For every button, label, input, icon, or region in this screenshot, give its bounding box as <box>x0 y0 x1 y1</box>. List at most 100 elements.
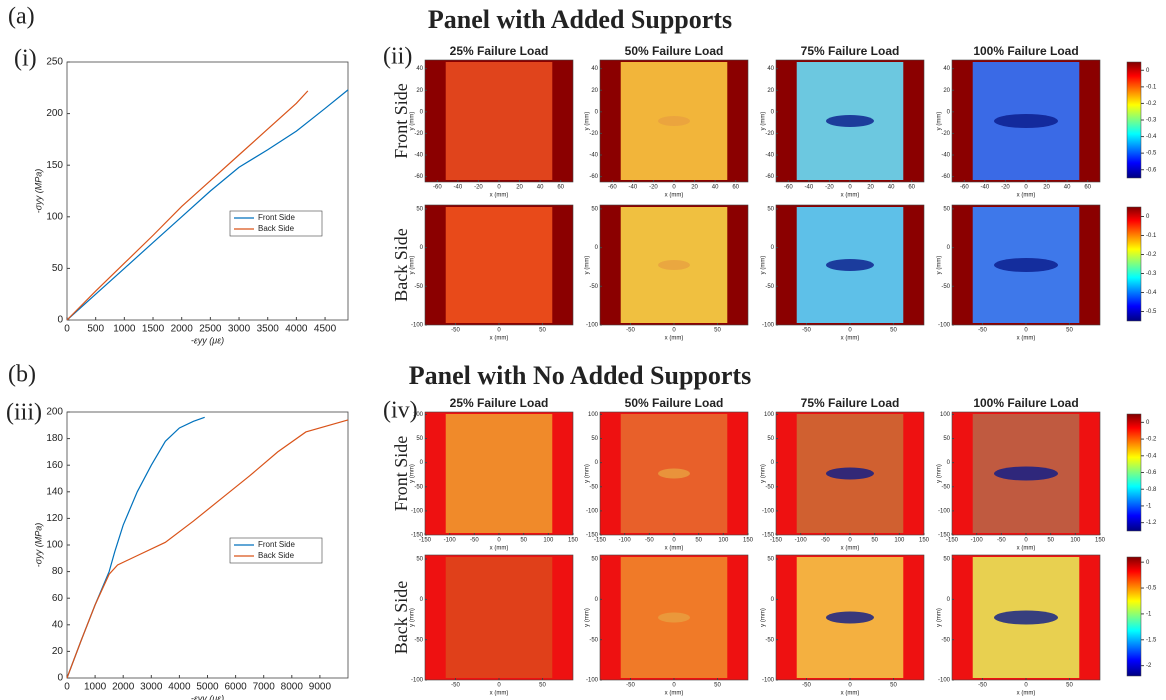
x-tick-label: 2000 <box>171 324 194 335</box>
x-tick-label: 0 <box>848 683 852 689</box>
x-tick-label: -20 <box>474 185 483 191</box>
y-tick-label: -50 <box>414 637 423 643</box>
heatmap-feature <box>826 259 874 271</box>
x-tick-label: 50 <box>890 328 897 334</box>
y-tick-label: 0 <box>595 597 599 603</box>
x-tick-label: -50 <box>645 538 654 544</box>
colorbar-tick-label: 0 <box>1146 68 1150 74</box>
x-tick-label: 0 <box>1024 538 1028 544</box>
x-tick-label: 0 <box>848 185 852 191</box>
y-tick-label: 100 <box>764 412 775 418</box>
y-tick-label: -50 <box>941 284 950 290</box>
y-tick-label: -50 <box>589 284 598 290</box>
y-tick-label: 160 <box>46 460 63 471</box>
y-axis-label: y (mm) <box>585 464 591 483</box>
y-axis-label: y (mm) <box>761 256 767 275</box>
x-tick-label: 0 <box>672 683 676 689</box>
y-axis-label: y (mm) <box>585 608 591 627</box>
x-tick-label: 0 <box>848 328 852 334</box>
section-label: (a) <box>8 4 35 30</box>
y-tick-label: -100 <box>938 678 951 684</box>
y-tick-label: 50 <box>52 263 64 274</box>
x-tick-label: 150 <box>568 538 579 544</box>
y-tick-label: -100 <box>411 508 424 514</box>
panel-title: 25% Failure Load <box>450 44 549 58</box>
x-tick-label: -40 <box>981 185 990 191</box>
y-tick-label: -100 <box>938 323 951 329</box>
x-tick-label: -20 <box>1001 185 1010 191</box>
x-tick-label: 0 <box>672 538 676 544</box>
x-tick-label: 20 <box>867 185 874 191</box>
y-tick-label: 100 <box>413 412 424 418</box>
x-tick-label: 40 <box>537 185 544 191</box>
x-tick-label: 0 <box>672 185 676 191</box>
y-tick-label: 50 <box>416 436 423 442</box>
x-tick-label: 60 <box>908 185 915 191</box>
y-axis-label: y (mm) <box>410 112 416 131</box>
y-axis-label: y (mm) <box>585 256 591 275</box>
y-axis-label: y (mm) <box>585 112 591 131</box>
x-tick-label: -100 <box>444 538 457 544</box>
y-tick-label: 0 <box>771 245 775 251</box>
y-tick-label: 50 <box>416 557 423 563</box>
x-tick-label: 7000 <box>253 682 276 693</box>
y-tick-label: -100 <box>586 323 599 329</box>
colorbar-tick-label: 0 <box>1146 214 1150 220</box>
x-axis-label: x (mm) <box>1017 336 1036 342</box>
x-tick-label: 50 <box>1066 683 1073 689</box>
x-tick-label: 50 <box>695 538 702 544</box>
y-tick-label: 50 <box>416 206 423 212</box>
x-tick-label: -60 <box>784 185 793 191</box>
x-tick-label: 9000 <box>309 682 332 693</box>
panel-title: 50% Failure Load <box>625 44 724 58</box>
x-tick-label: 4000 <box>285 324 308 335</box>
y-tick-label: -100 <box>411 678 424 684</box>
heatmap-feature <box>994 467 1058 481</box>
x-axis-label: x (mm) <box>1017 691 1036 697</box>
y-axis-label: y (mm) <box>761 608 767 627</box>
colorbar-tick-label: -0.4 <box>1146 453 1157 459</box>
colorbar-tick-label: -0.1 <box>1146 233 1157 239</box>
y-tick-label: 250 <box>46 57 63 68</box>
x-tick-label: -100 <box>795 538 808 544</box>
y-tick-label: 0 <box>420 597 424 603</box>
colorbar-tick-label: 0 <box>1146 420 1150 426</box>
y-tick-label: 40 <box>591 66 598 72</box>
y-tick-label: 0 <box>947 245 951 251</box>
x-tick-label: 150 <box>743 538 754 544</box>
heatmap-field <box>446 557 553 678</box>
y-tick-label: 120 <box>46 513 63 524</box>
row-label: Back Side <box>391 228 411 302</box>
panel-label: (ii) <box>383 44 412 70</box>
x-axis-label: x (mm) <box>490 336 509 342</box>
y-tick-label: 0 <box>57 315 63 326</box>
y-tick-label: -60 <box>941 174 950 180</box>
x-tick-label: 50 <box>871 538 878 544</box>
y-tick-label: 50 <box>591 557 598 563</box>
x-tick-label: -40 <box>629 185 638 191</box>
x-tick-label: -20 <box>649 185 658 191</box>
y-tick-label: -50 <box>941 484 950 490</box>
panel-title: 100% Failure Load <box>973 44 1078 58</box>
colorbar-tick-label: -0.5 <box>1146 309 1157 315</box>
heatmap-field <box>446 414 553 533</box>
y-tick-label: 0 <box>947 460 951 466</box>
y-tick-label: -40 <box>589 153 598 159</box>
colorbar-tick-label: -0.2 <box>1146 252 1157 258</box>
y-tick-label: -150 <box>762 533 775 539</box>
y-tick-label: 20 <box>943 88 950 94</box>
colorbar-tick-label: -0.4 <box>1146 134 1157 140</box>
y-tick-label: 50 <box>767 206 774 212</box>
y-tick-label: 100 <box>46 211 63 222</box>
y-tick-label: -50 <box>414 484 423 490</box>
y-tick-label: 0 <box>595 460 599 466</box>
y-tick-label: -100 <box>586 508 599 514</box>
colorbar-tick-label: -2 <box>1146 663 1152 669</box>
y-tick-label: -40 <box>414 153 423 159</box>
x-tick-label: 50 <box>1047 538 1054 544</box>
section-label: (b) <box>8 362 36 388</box>
x-axis-label: x (mm) <box>1017 546 1036 552</box>
y-axis-label: y (mm) <box>410 256 416 275</box>
heatmap-feature <box>994 258 1058 272</box>
x-tick-label: 1500 <box>142 324 165 335</box>
